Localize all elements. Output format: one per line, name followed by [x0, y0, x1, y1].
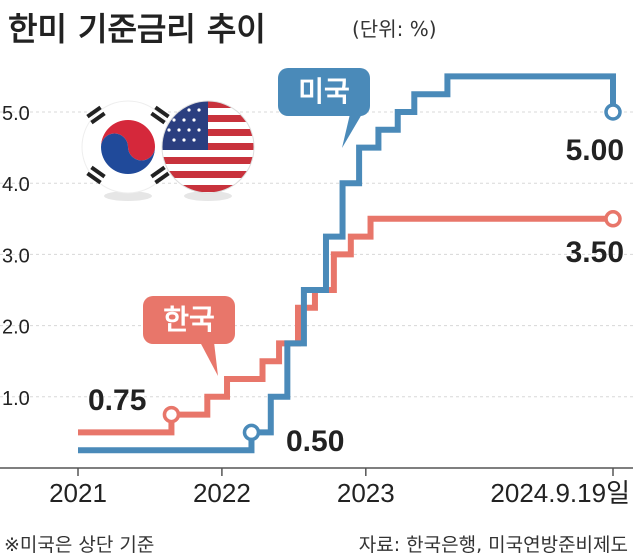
us-end-label: 5.00 — [566, 134, 624, 167]
y-tick-label: 1.0 — [2, 388, 30, 410]
us-callout-label: 미국 — [298, 75, 350, 108]
korea-callout-label: 한국 — [163, 303, 215, 336]
start-point-marker — [242, 423, 261, 442]
korea-start-label: 0.75 — [88, 384, 146, 417]
series-layer — [78, 73, 622, 454]
x-tick-label: 2021 — [49, 478, 107, 508]
x-tick-label: 2022 — [193, 478, 251, 508]
korea-callout: 한국 — [143, 296, 235, 376]
korea-end-label: 3.50 — [566, 236, 624, 269]
us-start-label: 0.50 — [286, 425, 344, 458]
end-point-marker — [604, 103, 622, 121]
series-line-us — [78, 73, 616, 454]
source: 자료: 한국은행, 미국연방준비제도 — [359, 534, 628, 556]
x-axis: 2021 2022 2023 2024.9.19일 — [0, 467, 633, 508]
us-flag-icon — [161, 100, 255, 201]
y-tick-label: 2.0 — [2, 317, 30, 339]
end-point-marker — [604, 210, 622, 228]
y-tick-label: 5.0 — [2, 103, 30, 125]
korea-flag-icon — [81, 100, 175, 201]
us-callout: 미국 — [278, 68, 370, 148]
y-tick-label: 3.0 — [2, 245, 30, 267]
y-axis-ticks: 1.0 2.0 3.0 4.0 5.0 — [2, 103, 30, 410]
footnote: ※미국은 상단 기준 — [4, 534, 154, 556]
x-tick-label: 2023 — [337, 478, 395, 508]
start-point-marker — [162, 405, 181, 424]
x-tick-label: 2024.9.19일 — [490, 478, 630, 508]
chart-title: 한미 기준금리 추이 — [8, 10, 266, 48]
unit-label: (단위: %) — [352, 17, 437, 41]
y-tick-label: 4.0 — [2, 174, 30, 196]
